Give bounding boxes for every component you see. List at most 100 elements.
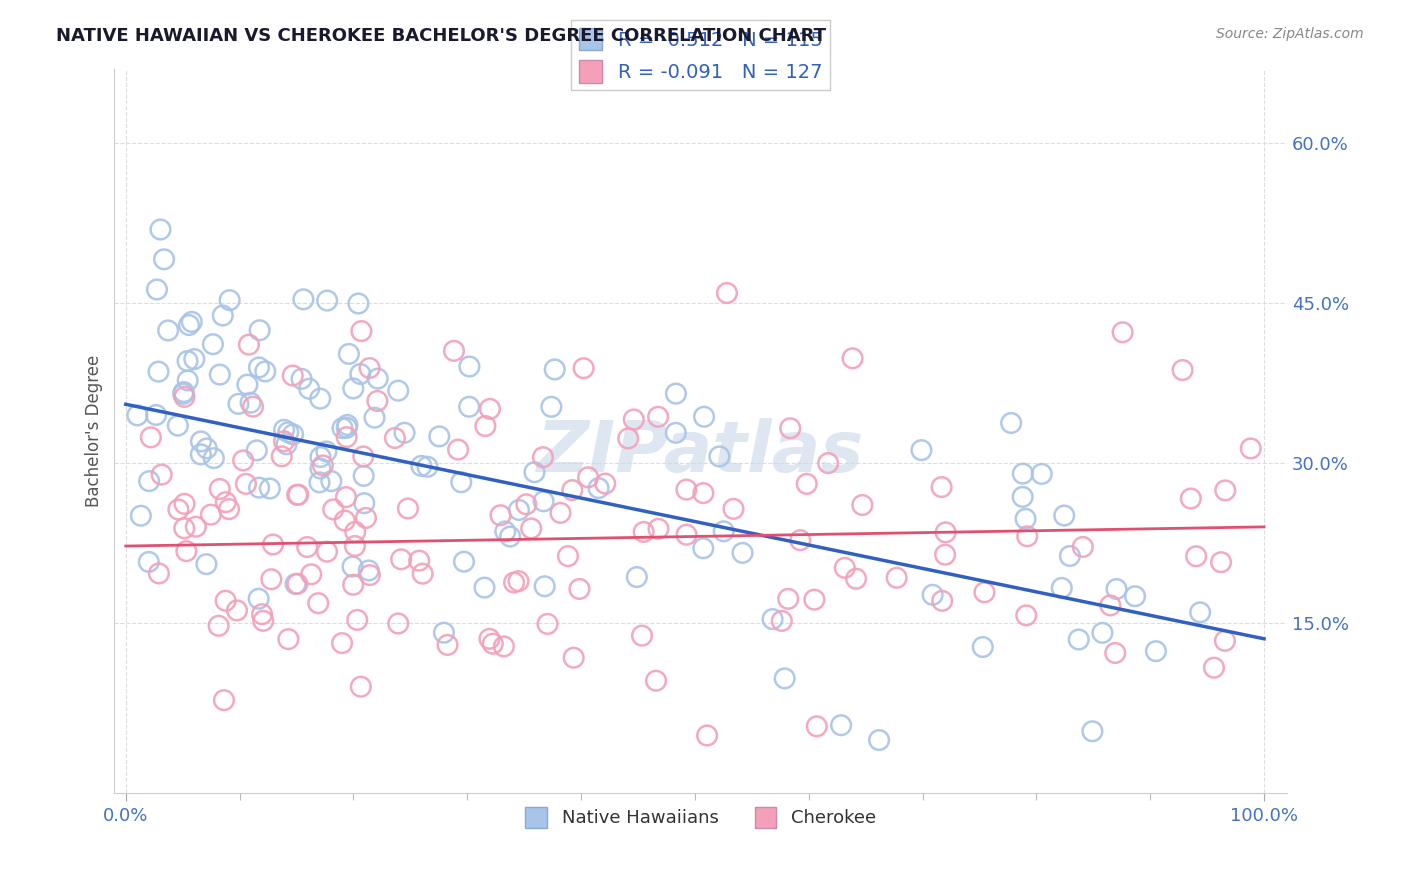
Point — [631, 629, 654, 643]
Point — [931, 480, 953, 494]
Point — [1123, 589, 1146, 603]
Point — [723, 502, 745, 516]
Point — [316, 293, 339, 308]
Point — [226, 603, 249, 617]
Point — [458, 400, 481, 414]
Point — [316, 544, 339, 558]
Point — [337, 347, 360, 361]
Point — [716, 285, 738, 300]
Point — [536, 616, 558, 631]
Point — [1104, 646, 1126, 660]
Point — [273, 434, 295, 449]
Point — [576, 470, 599, 484]
Point — [190, 447, 212, 461]
Legend: Native Hawaiians, Cherokee: Native Hawaiians, Cherokee — [519, 800, 883, 835]
Point — [1240, 442, 1263, 456]
Point — [252, 614, 274, 628]
Point — [215, 495, 238, 509]
Point — [184, 520, 207, 534]
Point — [709, 450, 731, 464]
Point — [675, 483, 697, 497]
Point — [1017, 529, 1039, 543]
Point — [770, 614, 793, 628]
Point — [647, 522, 669, 536]
Point — [1067, 632, 1090, 647]
Point — [335, 490, 357, 504]
Point — [523, 465, 546, 479]
Point — [281, 368, 304, 383]
Point — [342, 382, 364, 396]
Point — [1091, 625, 1114, 640]
Point — [593, 476, 616, 491]
Point — [273, 423, 295, 437]
Point — [343, 539, 366, 553]
Y-axis label: Bachelor's Degree: Bachelor's Degree — [86, 355, 103, 507]
Point — [478, 632, 501, 646]
Point — [212, 693, 235, 707]
Point — [336, 417, 359, 432]
Point — [408, 554, 430, 568]
Point — [645, 673, 668, 688]
Point — [176, 354, 198, 368]
Point — [239, 396, 262, 410]
Point — [557, 549, 579, 563]
Point — [259, 482, 281, 496]
Point — [246, 443, 269, 458]
Point — [330, 636, 353, 650]
Point — [1209, 555, 1232, 569]
Point — [693, 409, 716, 424]
Point — [238, 337, 260, 351]
Point — [626, 570, 648, 584]
Point — [183, 352, 205, 367]
Point — [332, 421, 354, 435]
Point — [254, 364, 277, 378]
Point — [262, 537, 284, 551]
Point — [713, 524, 735, 539]
Point — [247, 481, 270, 495]
Point — [350, 324, 373, 338]
Point — [834, 561, 856, 575]
Point — [841, 351, 863, 366]
Point — [1213, 633, 1236, 648]
Point — [177, 318, 200, 332]
Point — [298, 382, 321, 396]
Point — [411, 458, 433, 473]
Point — [394, 425, 416, 440]
Point — [270, 450, 292, 464]
Point — [157, 323, 180, 337]
Point — [308, 475, 330, 490]
Point — [1053, 508, 1076, 523]
Point — [150, 467, 173, 482]
Point — [149, 222, 172, 236]
Point — [315, 444, 337, 458]
Point — [1031, 467, 1053, 481]
Point — [499, 530, 522, 544]
Point — [342, 559, 364, 574]
Point — [934, 548, 956, 562]
Point — [277, 632, 299, 647]
Point — [1202, 661, 1225, 675]
Point — [195, 557, 218, 571]
Point — [208, 368, 231, 382]
Point — [489, 508, 512, 523]
Point — [146, 283, 169, 297]
Point — [322, 502, 344, 516]
Point — [450, 475, 472, 490]
Point — [287, 577, 309, 591]
Point — [1050, 581, 1073, 595]
Point — [297, 540, 319, 554]
Point — [167, 502, 190, 516]
Point — [1105, 582, 1128, 596]
Point — [817, 456, 839, 470]
Point — [287, 488, 309, 502]
Point — [336, 430, 359, 444]
Point — [1000, 416, 1022, 430]
Point — [1011, 467, 1033, 481]
Point — [830, 718, 852, 732]
Point — [931, 594, 953, 608]
Point — [779, 421, 801, 435]
Point — [886, 571, 908, 585]
Point — [921, 588, 943, 602]
Point — [208, 482, 231, 496]
Point — [1180, 491, 1202, 506]
